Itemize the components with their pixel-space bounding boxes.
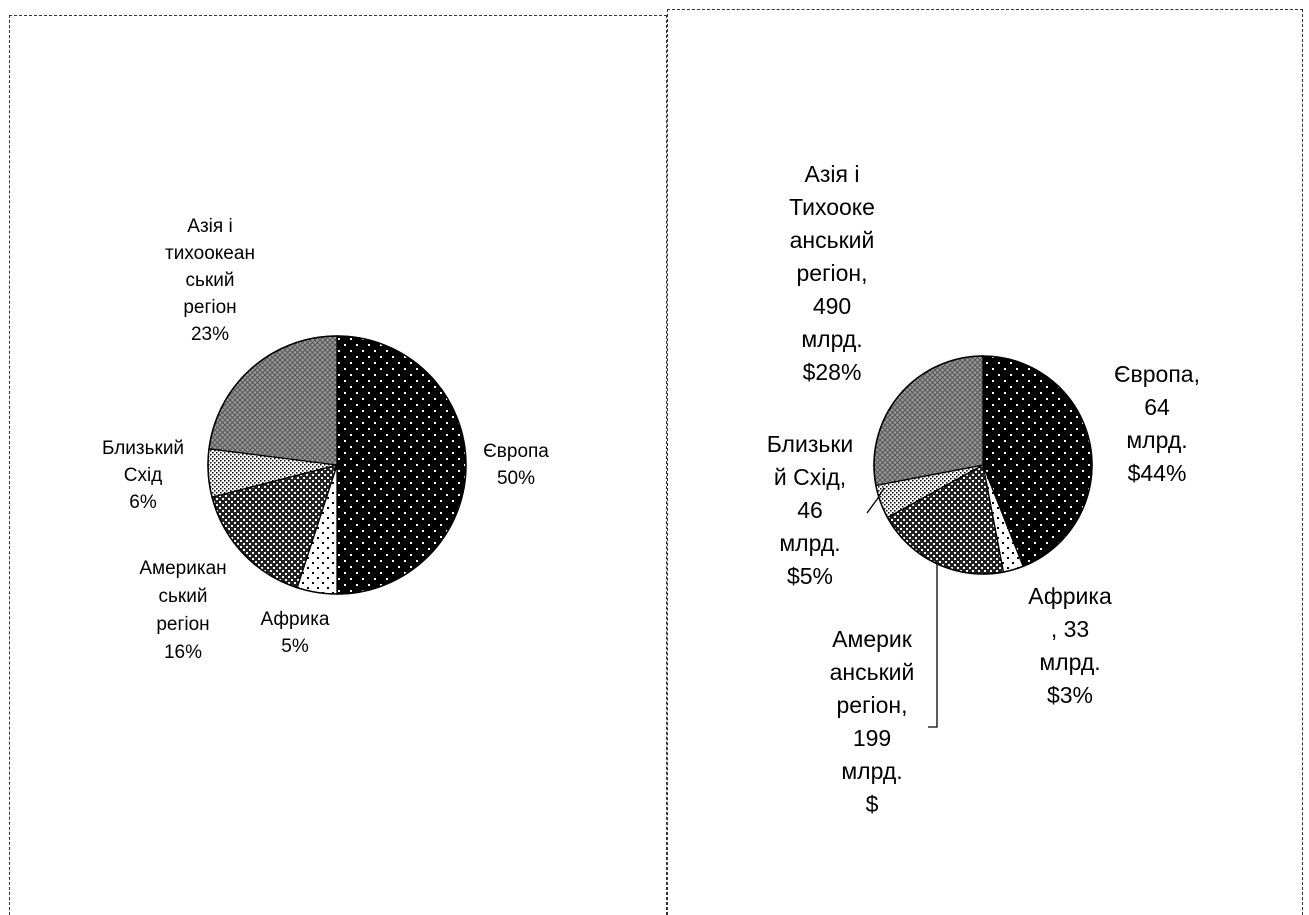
right-chart-panel [667,9,1303,915]
left-pie-slice-4 [208,335,338,466]
left-pie-slice-0 [336,335,467,595]
left-chart-panel [9,15,667,915]
left-pie-outline [207,335,467,595]
right-label-americas: Америк анський регіон, 199 млрд. $ [829,626,915,817]
left-label-europe: Європа 50% [483,441,549,489]
right-pie-outline [873,355,1093,575]
right-label-africa: Африка , 33 млрд. $3% [1028,583,1112,708]
left-label-americas: Американ ський регіон 16% [139,558,227,663]
leader-line-americas [928,563,938,728]
right-label-middle-east: Близьки й Схід, 46 млрд. $5% [766,431,854,589]
leader-line-middle-east [866,487,885,514]
pie-chart-right [873,355,1093,575]
leader-lines [866,487,938,728]
left-label-africa: Африка 5% [260,609,330,657]
right-label-asia: Азія і Тихооке анський регіон, 490 млрд.… [789,161,875,385]
left-label-asia: Азія і тихоокеан ський регіон 23% [165,216,255,345]
pie-chart-left [207,335,467,595]
left-label-middle-east: Близький Схід 6% [101,438,185,513]
right-label-europe: Європа, 64 млрд. $44% [1114,361,1200,486]
